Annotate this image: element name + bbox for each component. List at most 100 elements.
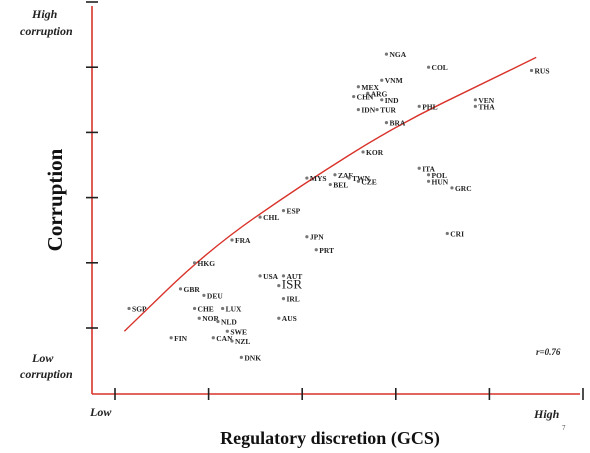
point-nld [216,319,220,324]
point-cze [356,179,360,183]
point-label-prt: PRT [319,246,334,255]
point-tha [473,104,477,108]
y-axis-label: Corruption [43,148,67,251]
point-fra [230,238,234,242]
point-label-sgp: SGP [132,304,147,313]
point-mys [305,176,309,180]
y-low-label-line1: Low [31,351,54,365]
point-label-lux: LUX [226,304,242,313]
point-tur [375,107,379,112]
point-label-nor: NOR [202,314,219,323]
point-label-mys: MYS [310,174,327,183]
point-ita [417,166,421,170]
point-label-tha: THA [478,102,495,111]
x-low-label: Low [89,405,112,419]
point-label-cri: CRI [450,229,464,238]
point-col [426,65,431,69]
point-cri [445,231,449,236]
point-grc [450,186,454,190]
point-nga [384,52,389,56]
point-label-col: COL [432,63,448,72]
point-nor [197,316,201,320]
point-prt [314,248,318,252]
point-idn [356,107,360,112]
point-label-phl: PHL [422,102,437,111]
point-label-grc: GRC [455,184,472,193]
x-high-label: High [533,407,560,421]
point-nzl [230,339,234,343]
point-label-zaf: ZAF [338,171,353,180]
point-label-esp: ESP [286,207,300,216]
point-kor [361,150,365,154]
correlation-label: r=0.76 [536,347,561,357]
point-mex [356,85,360,89]
y-high-label-line2: corruption [20,24,73,38]
point-label-usa: USA [263,272,279,281]
point-hkg [192,261,197,265]
point-ven [473,98,477,102]
page-number: 7 [562,424,566,432]
point-label-hkg: HKG [198,259,216,268]
point-swe [225,329,229,333]
point-arg [366,91,370,95]
point-label-vnm: VNM [385,76,403,85]
point-label-aut: AUT [286,272,302,281]
point-zaf [333,173,337,177]
point-label-rus: RUS [535,66,550,75]
point-phl [417,104,421,108]
point-label-chn: CHN [357,93,374,102]
point-label-gbr: GBR [184,285,201,294]
point-label-hun: HUN [432,177,449,186]
point-label-dnk: DNK [244,353,261,362]
point-label-fra: FRA [235,236,251,245]
point-label-aus: AUS [282,314,297,323]
point-label-mex: MEX [361,83,379,92]
fit-line [123,56,537,332]
point-usa [258,274,262,278]
y-high-label-line1: High [31,7,58,21]
point-label-nld: NLD [221,317,237,326]
point-label-che: CHE [198,304,214,313]
point-gbr [178,287,183,291]
point-fin [169,336,173,340]
point-label-bra: BRA [389,119,405,128]
point-ind [380,98,384,102]
point-pol [426,173,431,177]
point-bel [328,182,332,187]
point-hun [426,179,431,183]
point-esp [281,209,286,213]
point-label-fin: FIN [174,334,188,343]
point-label-irl: IRL [286,295,299,304]
point-label-isr: ISR [282,277,303,292]
y-axis-ticks [86,1,98,329]
point-can [211,336,215,340]
point-label-pol: POL [432,171,447,180]
point-label-chl: CHL [263,213,279,222]
point-isr [277,284,281,288]
point-label-ita: ITA [422,164,435,173]
point-label-ven: VEN [478,96,494,105]
point-label-arg: ARG [371,89,388,98]
point-label-nga: NGA [389,50,406,59]
point-label-idn: IDN [361,106,375,115]
point-label-swe: SWE [230,327,247,336]
point-lux [221,306,225,311]
point-label-twn: TWN [352,174,371,183]
point-label-bel: BEL [333,181,348,190]
point-label-kor: KOR [366,148,384,157]
point-chl [258,215,262,219]
point-aus [277,316,281,320]
point-dnk [239,355,243,359]
point-jpn [305,235,309,239]
point-label-can: CAN [216,334,233,343]
point-bra [384,121,389,125]
point-label-nzl: NZL [235,337,250,346]
point-twn [347,176,351,180]
point-label-jpn: JPN [310,233,324,242]
point-che [192,306,197,311]
point-label-deu: DEU [207,291,223,300]
point-vnm [380,78,384,82]
x-axis-label: Regulatory discretion (GCS) [220,428,440,449]
